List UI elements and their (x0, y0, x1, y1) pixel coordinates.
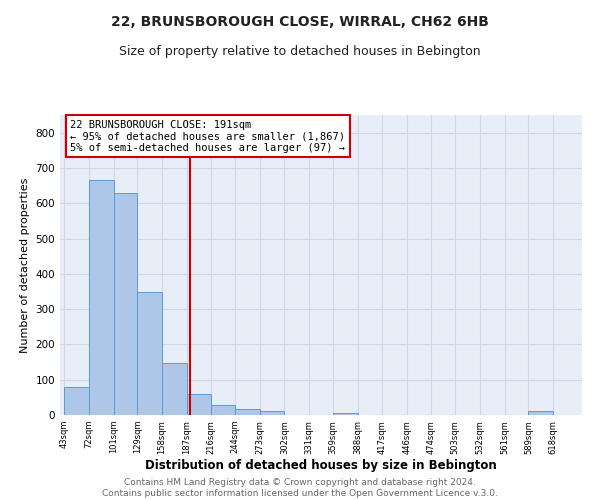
Bar (529, 412, 553, 415)
Bar (137, 292, 162, 415)
Bar (64, 387, 89, 415)
Bar (187, 394, 211, 415)
Text: 22 BRUNSBOROUGH CLOSE: 191sqm
← 95% of detached houses are smaller (1,867)
5% of: 22 BRUNSBOROUGH CLOSE: 191sqm ← 95% of d… (70, 120, 346, 152)
Text: 22, BRUNSBOROUGH CLOSE, WIRRAL, CH62 6HB: 22, BRUNSBOROUGH CLOSE, WIRRAL, CH62 6HB (111, 15, 489, 29)
Bar (89, 180, 113, 415)
Text: Contains HM Land Registry data © Crown copyright and database right 2024.
Contai: Contains HM Land Registry data © Crown c… (102, 478, 498, 498)
Bar (211, 406, 235, 415)
Bar (260, 412, 284, 415)
Bar (113, 192, 137, 415)
X-axis label: Distribution of detached houses by size in Bebington: Distribution of detached houses by size … (145, 460, 497, 472)
Bar (333, 413, 358, 415)
Y-axis label: Number of detached properties: Number of detached properties (20, 178, 30, 352)
Bar (162, 363, 187, 415)
Text: Size of property relative to detached houses in Bebington: Size of property relative to detached ho… (119, 45, 481, 58)
Bar (235, 408, 260, 415)
